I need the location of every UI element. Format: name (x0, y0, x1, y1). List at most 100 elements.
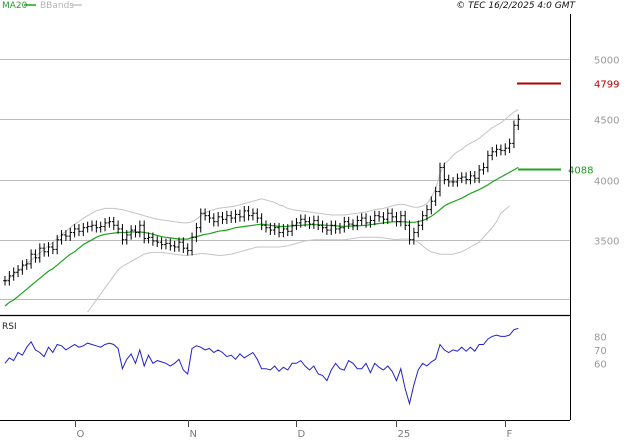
price-y-axis: 3500 4000 4500 5000 (594, 56, 619, 248)
price-bar (77, 224, 81, 237)
price-bar (3, 275, 7, 286)
price-bar (446, 174, 451, 187)
price-bar (386, 208, 390, 225)
price-bar (20, 260, 25, 275)
rsi-line (4, 327, 519, 406)
price-bar (425, 204, 429, 221)
price-y-tick-label: 3500 (594, 237, 619, 248)
price-bar (455, 173, 460, 187)
price-bar (133, 225, 138, 238)
price-bar (103, 218, 107, 232)
price-bar (98, 221, 103, 233)
price-annotations: 4799 4088 (517, 80, 619, 177)
ma20-line (4, 166, 519, 307)
price-bar (125, 230, 129, 245)
price-bar (342, 216, 347, 233)
legend-ma20-label: MA20 (2, 1, 28, 11)
price-bar (481, 162, 486, 175)
price-bar (364, 213, 368, 228)
x-tick-label: N (190, 429, 197, 440)
price-bar (151, 232, 155, 246)
rsi-y-tick-label: 60 (594, 359, 607, 370)
x-axis: O N D 25 F (75, 420, 513, 440)
price-y-tick-label: 4500 (594, 116, 619, 127)
price-bar (72, 224, 77, 238)
price-bar (499, 144, 503, 156)
price-bar (138, 220, 142, 238)
price-bar (33, 249, 38, 263)
rsi-y-axis: 60 70 80 (594, 332, 607, 370)
source-timestamp: © TEC 16/2/2025 4:0 GMT (456, 1, 576, 11)
price-bar (181, 237, 186, 254)
price-bar (207, 210, 212, 223)
price-bar (55, 234, 59, 255)
price-bar (107, 216, 112, 228)
price-bar (512, 120, 516, 149)
price-bar (372, 210, 377, 226)
price-bar (381, 212, 386, 225)
price-bar (29, 249, 33, 269)
price-bar (164, 238, 168, 250)
price-bar (468, 171, 473, 185)
price-bar (442, 162, 447, 185)
price-bar (42, 243, 46, 257)
rsi-y-tick-label: 80 (594, 332, 607, 343)
rsi-polyline (4, 327, 519, 406)
price-bar (303, 214, 307, 227)
price-bar (251, 208, 255, 221)
price-bar (146, 232, 151, 244)
price-bar (168, 238, 173, 251)
bollinger-bands (4, 109, 519, 313)
price-bar (329, 220, 334, 235)
price-bar (190, 232, 194, 256)
price-bar (116, 220, 120, 234)
ma20-polyline (4, 166, 519, 307)
rsi-y-tick-label: 70 (594, 346, 607, 357)
price-bar (281, 224, 286, 238)
price-bar (38, 243, 42, 263)
price-y-tick-label: 4000 (594, 177, 619, 188)
price-bar (390, 208, 394, 222)
price-bar (172, 240, 177, 252)
price-bar (212, 213, 216, 227)
price-bar (299, 214, 303, 228)
price-bar (346, 216, 351, 229)
price-bars (3, 114, 521, 286)
price-bar (264, 220, 268, 233)
price-bar (268, 222, 273, 235)
price-bar (473, 171, 477, 184)
price-bar (220, 212, 225, 225)
price-bar (142, 220, 146, 244)
x-tick-label: 25 (398, 429, 411, 440)
price-bar (394, 212, 399, 227)
price-bar (59, 230, 64, 245)
price-bar (403, 210, 407, 231)
price-bar (85, 221, 90, 233)
bband-upper-line (4, 109, 519, 283)
price-bar (320, 220, 325, 233)
x-tick-label: O (77, 429, 85, 440)
price-panel: 4799 4088 3500 4000 4500 5000 (0, 56, 619, 313)
price-bar (111, 216, 116, 231)
x-tick-label: D (298, 429, 306, 440)
price-bar (7, 271, 12, 286)
price-bar (429, 196, 434, 215)
price-bar (307, 216, 312, 229)
price-bar (198, 208, 203, 233)
price-bar (420, 210, 425, 231)
price-bar (24, 259, 29, 270)
price-bar (355, 215, 360, 231)
price-bar (177, 237, 181, 252)
price-bar (259, 213, 264, 231)
price-y-tick-label: 5000 (594, 56, 619, 67)
price-bar (451, 177, 455, 187)
bband-lower-line (87, 205, 510, 313)
price-bar (159, 237, 164, 250)
price-bar (290, 220, 294, 237)
price-bar (94, 220, 99, 233)
price-bar (507, 138, 512, 153)
price-bar (225, 210, 229, 225)
price-bar (359, 213, 364, 226)
price-bar (416, 220, 421, 238)
